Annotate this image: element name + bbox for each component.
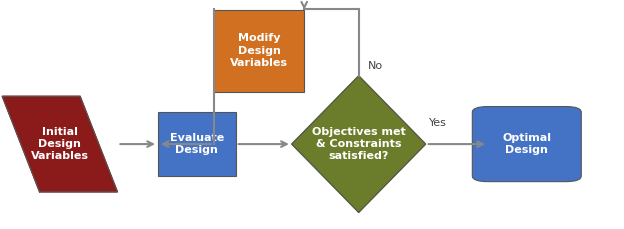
Text: Initial
Design
Variables: Initial Design Variables [31,127,89,161]
Text: Optimal
Design: Optimal Design [502,133,551,155]
FancyBboxPatch shape [472,106,582,182]
Text: Objectives met
& Constraints
satisfied?: Objectives met & Constraints satisfied? [312,127,406,161]
Polygon shape [292,76,426,212]
FancyBboxPatch shape [158,112,236,176]
Text: Yes: Yes [429,118,447,128]
FancyBboxPatch shape [214,10,305,92]
Polygon shape [2,96,117,192]
Text: No: No [368,61,383,71]
Text: Modify
Design
Variables: Modify Design Variables [230,33,288,68]
Text: Evaluate
Design: Evaluate Design [170,133,224,155]
